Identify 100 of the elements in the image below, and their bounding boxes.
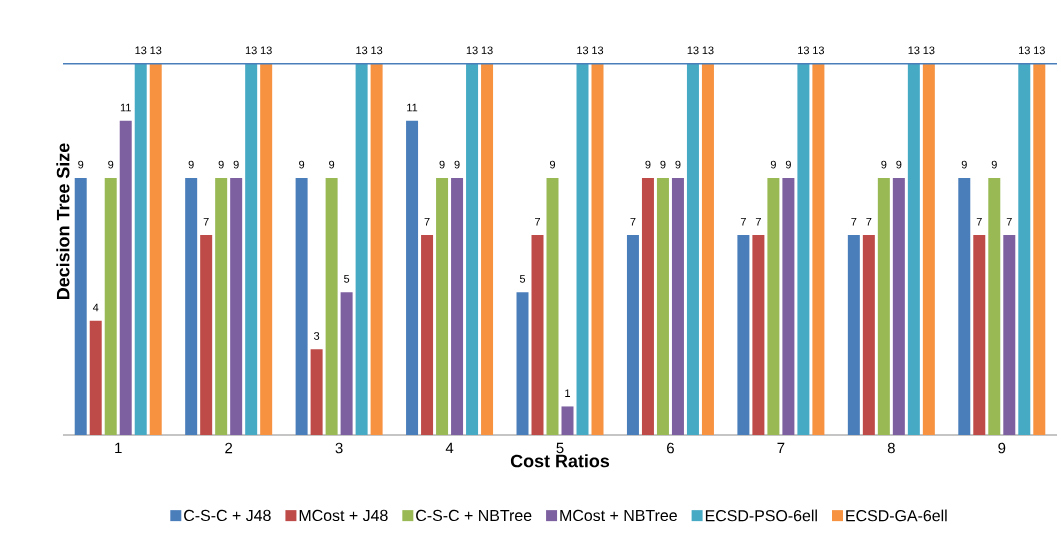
bar (516, 292, 529, 435)
bar (737, 235, 750, 435)
bar (958, 177, 971, 435)
data-label: 9 (108, 160, 114, 169)
data-label: 4 (92, 303, 99, 312)
bar (892, 177, 905, 435)
bar (1003, 235, 1016, 435)
legend-label: ECSD-GA-6ell (846, 509, 947, 522)
data-label: 9 (549, 160, 556, 169)
bar (767, 177, 780, 435)
x-tick-label: 9 (998, 442, 1006, 454)
legend-label: MCost + NBTree (560, 509, 677, 522)
x-tick-label: 8 (887, 442, 895, 454)
x-tick-label: 4 (445, 442, 454, 454)
bar (421, 235, 434, 435)
data-label: 9 (454, 160, 460, 169)
data-label: 13 (592, 46, 604, 55)
data-label: 7 (424, 218, 430, 226)
bar (546, 177, 559, 435)
bar (701, 63, 714, 435)
data-label: 13 (481, 46, 493, 55)
bar (1018, 63, 1031, 435)
bar (656, 177, 669, 435)
data-label: 7 (630, 218, 636, 226)
bar (295, 177, 308, 435)
bar (451, 177, 464, 435)
data-label: 7 (535, 218, 540, 226)
bar (576, 63, 589, 435)
bar (481, 63, 494, 435)
bar (185, 177, 198, 435)
data-label: 9 (991, 160, 997, 169)
data-label: 9 (299, 160, 305, 169)
bar (752, 235, 765, 435)
data-label: 13 (371, 46, 383, 55)
bar (370, 63, 383, 435)
data-label: 5 (519, 275, 526, 283)
bar (406, 120, 419, 435)
data-label: 7 (976, 218, 982, 226)
data-label: 11 (120, 103, 131, 112)
bar (134, 63, 147, 435)
bar (907, 63, 920, 435)
x-tick-label: 5 (556, 442, 564, 454)
data-label: 13 (260, 46, 272, 55)
bar (340, 292, 353, 435)
data-label: 9 (660, 160, 666, 169)
data-label: 13 (245, 46, 257, 55)
y-axis-title: Decision Tree Size (56, 143, 70, 300)
bar (641, 177, 654, 435)
data-label: 7 (1006, 218, 1012, 226)
bar (561, 406, 574, 435)
bar (591, 63, 604, 435)
data-label: 13 (1019, 46, 1030, 55)
data-label: 9 (439, 160, 445, 169)
bar (686, 63, 699, 435)
data-label: 9 (881, 160, 887, 169)
data-label: 13 (702, 46, 714, 55)
bar (922, 63, 935, 435)
data-label: 9 (78, 160, 84, 169)
data-label: 9 (645, 160, 651, 169)
x-tick-label: 7 (777, 442, 785, 454)
bar (812, 63, 825, 435)
bar (436, 177, 449, 435)
data-label: 9 (218, 160, 224, 169)
bar (119, 120, 132, 435)
bar (782, 177, 795, 435)
data-label: 13 (1034, 46, 1045, 55)
data-label: 9 (675, 160, 681, 169)
bar (310, 349, 323, 435)
x-axis-title: Cost Ratios (510, 454, 610, 468)
data-label: 13 (908, 46, 920, 55)
bar (626, 235, 639, 435)
bar (355, 63, 368, 435)
data-label: 9 (770, 160, 776, 169)
bar (89, 320, 102, 435)
data-label: 13 (150, 46, 162, 55)
legend-label: C-S-C + NBTree (416, 509, 532, 522)
bar (671, 177, 684, 435)
data-label: 9 (329, 160, 335, 169)
data-label: 1 (565, 389, 571, 397)
bar (74, 177, 87, 435)
data-label: 13 (577, 46, 589, 55)
data-label: 13 (135, 46, 147, 55)
data-label: 11 (407, 103, 418, 112)
bar (877, 177, 890, 435)
data-label: 13 (687, 46, 699, 55)
bar (230, 177, 243, 435)
bar (200, 235, 213, 435)
data-label: 9 (233, 160, 239, 169)
legend-label: MCost + J48 (299, 509, 388, 522)
bar (245, 63, 258, 435)
legend-label: C-S-C + J48 (184, 509, 271, 522)
x-tick-label: 6 (667, 442, 674, 454)
legend-label: ECSD-PSO-6ell (705, 509, 817, 522)
bar (325, 177, 338, 435)
bar (531, 235, 544, 435)
bar (797, 63, 810, 435)
bar (149, 63, 162, 435)
data-label: 5 (344, 275, 350, 283)
bar (466, 63, 479, 435)
data-label: 9 (896, 160, 902, 169)
